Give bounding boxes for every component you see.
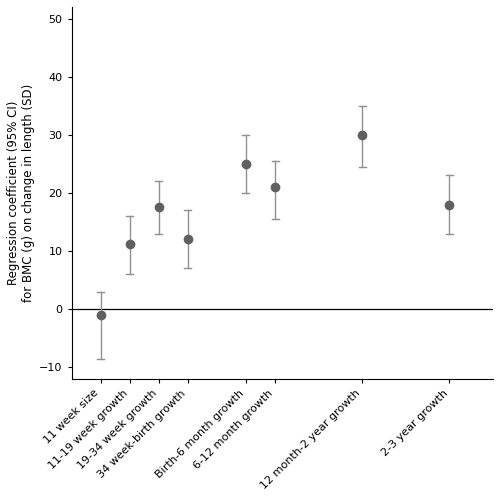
Y-axis label: Regression coefficient (95% CI)
for BMC (g) on change in length (SD): Regression coefficient (95% CI) for BMC … [7,84,35,302]
